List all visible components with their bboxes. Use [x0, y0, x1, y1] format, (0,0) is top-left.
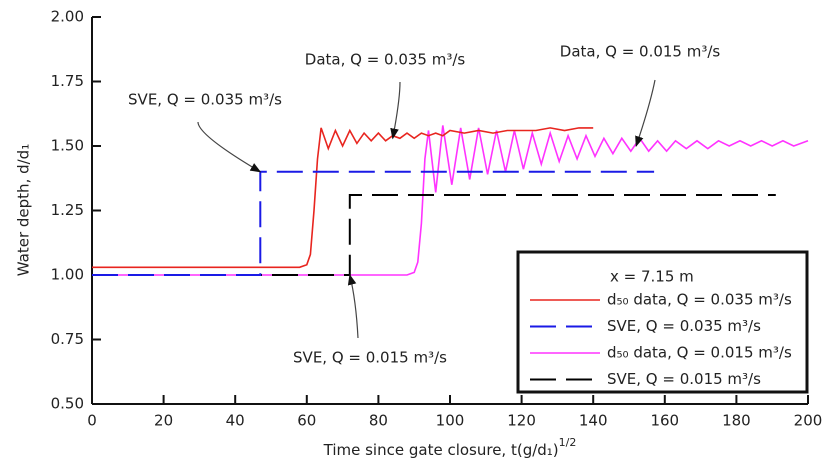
x-tick-label: 200 [794, 412, 823, 430]
y-tick-label: 1.50 [51, 137, 84, 155]
y-tick-label: 1.75 [51, 72, 84, 90]
series-line [92, 125, 809, 276]
legend-box [516, 250, 809, 394]
legend-title: x = 7.15 m [610, 268, 694, 286]
x-tick-label: 120 [507, 412, 536, 430]
annotation-arrow [390, 81, 401, 140]
x-tick-label: 40 [226, 412, 245, 430]
y-tick-label: 0.75 [51, 330, 84, 348]
annotation-text: SVE, Q = 0.035 m³/s [128, 91, 282, 109]
x-axis-label-superscript: 1/2 [559, 436, 577, 449]
annotation-arrow [635, 79, 656, 148]
x-axis-label-main: Time since gate closure, t(g/d₁) [323, 441, 559, 459]
y-tick-label: 1.00 [51, 266, 84, 284]
y-tick-label: 2.00 [51, 8, 84, 26]
annotation-arrow [347, 273, 359, 339]
y-tick-label: 0.50 [51, 395, 84, 413]
x-tick-label: 0 [87, 412, 97, 430]
legend-label: d₅₀ data, Q = 0.015 m³/s [607, 344, 792, 362]
annotation-text: Data, Q = 0.035 m³/s [305, 51, 466, 69]
annotation-arrow [197, 121, 262, 173]
legend-label: d₅₀ data, Q = 0.035 m³/s [607, 291, 792, 309]
legend-label: SVE, Q = 0.015 m³/s [607, 370, 761, 388]
legend-label: SVE, Q = 0.035 m³/s [607, 317, 761, 335]
x-tick-label: 100 [436, 412, 465, 430]
annotation-text: Data, Q = 0.015 m³/s [560, 43, 721, 61]
x-tick-label: 60 [297, 412, 316, 430]
x-tick-label: 140 [579, 412, 608, 430]
x-tick-label: 160 [650, 412, 679, 430]
series-line [92, 170, 655, 276]
x-tick-label: 180 [722, 412, 751, 430]
x-axis-label: Time since gate closure, t(g/d₁)1/2 [323, 436, 577, 459]
x-tick-label: 80 [369, 412, 388, 430]
y-axis-label: Water depth, d/d₁ [15, 144, 33, 276]
annotation-text: SVE, Q = 0.015 m³/s [293, 349, 447, 367]
y-tick-label: 1.25 [51, 201, 84, 219]
x-tick-label: 20 [154, 412, 173, 430]
